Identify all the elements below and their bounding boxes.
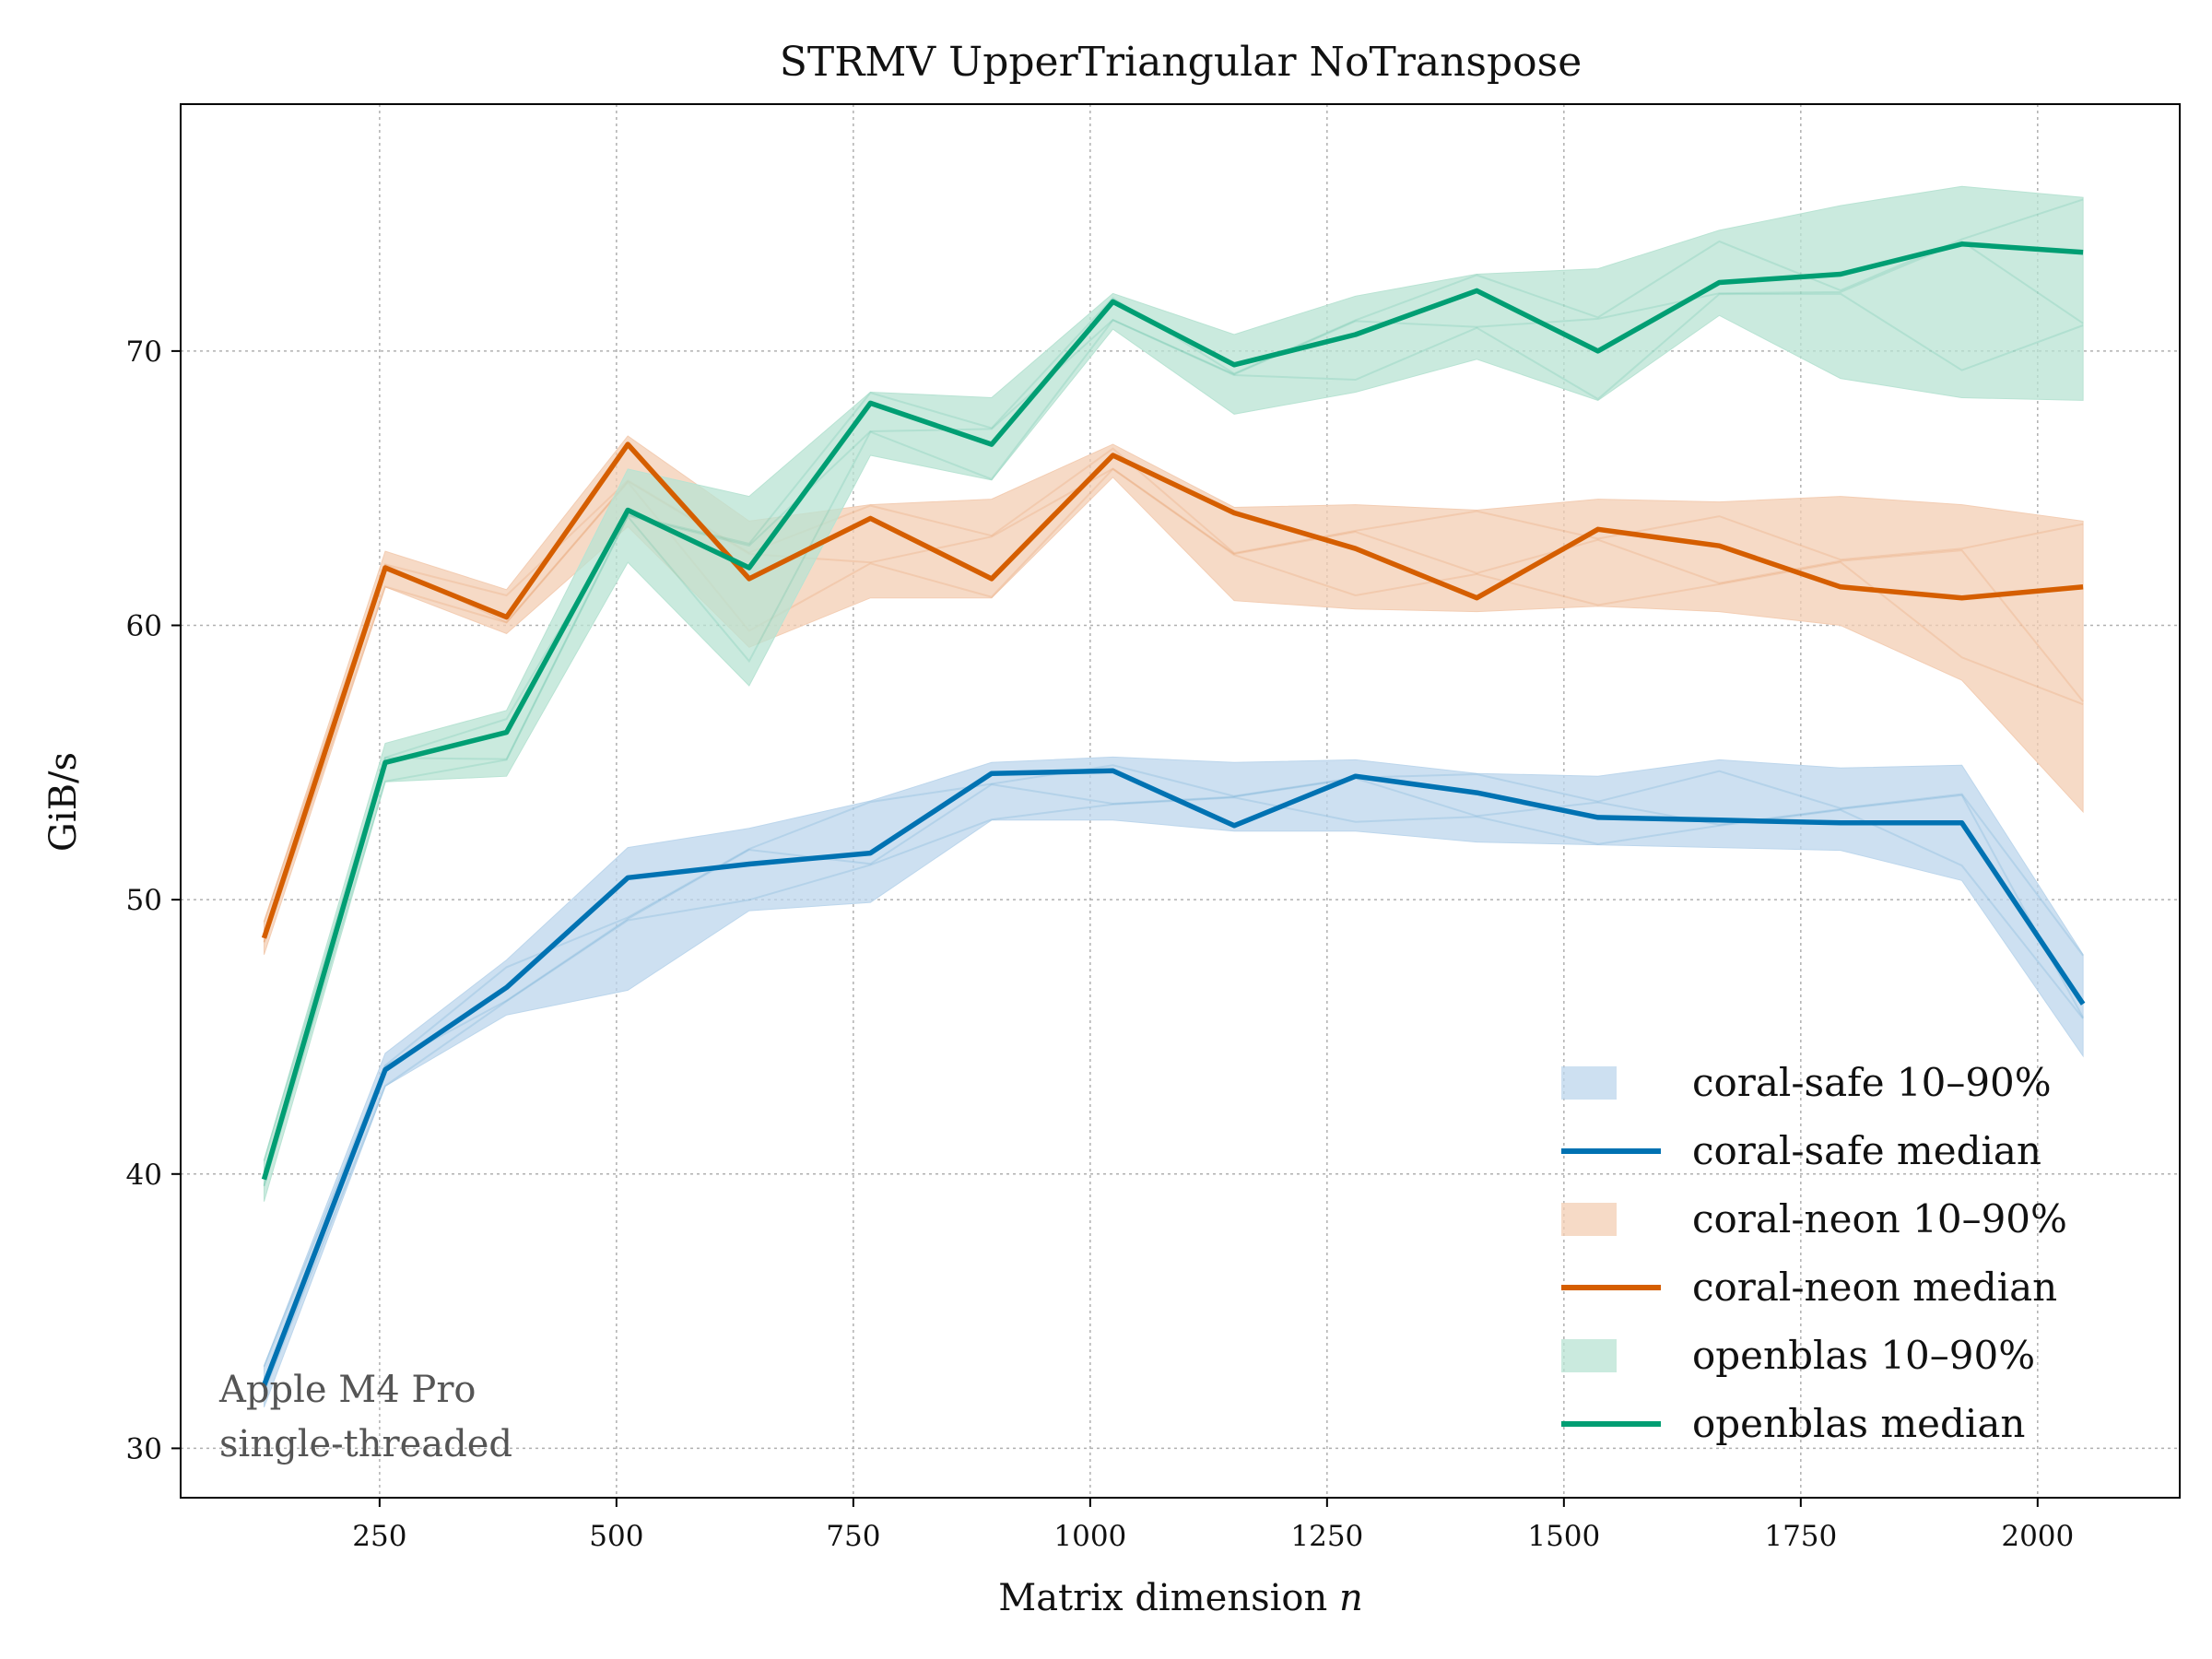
y-tick-label-40: 40 [126,1159,162,1192]
x-axis-label-variable: n [1339,1577,1363,1619]
chart-title: STRMV UpperTriangular NoTranspose [780,39,1583,86]
x-tick-label-2000: 2000 [2001,1520,2074,1553]
annotation-line-2: single-threaded [219,1423,512,1465]
y-tick-label-60: 60 [126,610,162,643]
legend-swatch-band-coral-neon [1561,1203,1617,1236]
median-line-openblas [261,241,2084,1181]
plot-frame [180,103,2181,1499]
annotation-line-1: Apple M4 Pro [218,1369,477,1411]
y-tick-label-30: 30 [126,1432,162,1465]
median-lines [261,241,2086,1386]
legend-swatch-band-coral-safe [1561,1066,1617,1100]
percentile-bands [263,185,2084,1407]
x-tick-label-250: 250 [352,1520,406,1553]
legend-label-band-openblas: openblas 10–90% [1692,1333,2035,1378]
legend-label-band-coral-safe: coral-safe 10–90% [1692,1060,2052,1105]
trace-coral-neon-1 [263,467,2084,943]
x-tick-label-500: 500 [589,1520,643,1553]
x-axis-label-text: Matrix dimension [998,1577,1327,1619]
legend-swatch-band-openblas [1561,1339,1617,1372]
x-tick-label-1750: 1750 [1764,1520,1837,1553]
median-line-coral-neon [261,441,2084,939]
band-openblas [264,185,2084,1202]
band-coral-safe [264,756,2084,1407]
x-axis-ticks: 250 500 750 1000 1250 1500 1750 2000 [352,1498,2074,1553]
hardware-annotation: Apple M4 Pro single-threaded [218,1369,512,1465]
trace-openblas-1 [263,292,2084,1187]
trace-coral-safe-3 [263,764,2084,1367]
legend: coral-safe 10–90% coral-safe median coral-… [1561,1060,2067,1446]
x-tick-label-1250: 1250 [1290,1520,1363,1553]
x-tick-label-1500: 1500 [1527,1520,1600,1553]
legend-label-line-coral-neon: coral-neon median [1692,1265,2057,1310]
trace-openblas-2 [263,240,2084,1186]
legend-label-line-coral-safe: coral-safe median [1692,1128,2041,1173]
trace-coral-neon-2 [263,467,2084,943]
x-tick-label-1000: 1000 [1053,1520,1126,1553]
y-tick-label-50: 50 [126,884,162,917]
median-line-coral-safe [261,768,2086,1386]
x-axis-label: Matrix dimension n [998,1577,1362,1619]
legend-label-band-coral-neon: coral-neon 10–90% [1692,1196,2067,1241]
y-axis-ticks: 30 40 50 60 70 [126,335,181,1465]
y-axis-label: GiB/s [42,752,85,852]
y-tick-label-70: 70 [126,335,162,369]
trace-coral-neon-3 [263,447,2084,923]
legend-label-line-openblas: openblas median [1692,1401,2025,1446]
x-tick-label-750: 750 [826,1520,880,1553]
